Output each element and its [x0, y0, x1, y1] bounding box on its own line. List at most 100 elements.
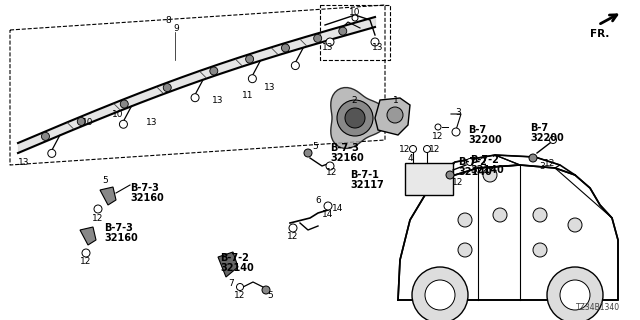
- Circle shape: [533, 243, 547, 257]
- Text: FR.: FR.: [590, 29, 609, 39]
- Circle shape: [412, 267, 468, 320]
- Text: 13: 13: [264, 83, 276, 92]
- Circle shape: [191, 94, 199, 102]
- Text: 6: 6: [315, 196, 321, 204]
- Circle shape: [339, 27, 347, 35]
- Circle shape: [314, 34, 322, 42]
- Text: 3: 3: [539, 162, 545, 171]
- Circle shape: [446, 171, 454, 179]
- Text: 7: 7: [228, 279, 234, 289]
- Text: 8: 8: [165, 15, 171, 25]
- Circle shape: [324, 202, 332, 210]
- Polygon shape: [398, 165, 618, 300]
- Polygon shape: [100, 187, 116, 205]
- Circle shape: [550, 137, 557, 143]
- Circle shape: [410, 146, 417, 153]
- Circle shape: [568, 218, 582, 232]
- Circle shape: [560, 280, 590, 310]
- Text: 32160: 32160: [330, 153, 364, 163]
- Text: 10: 10: [349, 7, 361, 17]
- Text: 32160: 32160: [104, 233, 138, 243]
- Text: 13: 13: [323, 43, 333, 52]
- Circle shape: [248, 75, 257, 83]
- Text: 11: 11: [243, 91, 253, 100]
- Text: TZ34B1340: TZ34B1340: [576, 303, 620, 312]
- Circle shape: [291, 61, 300, 69]
- Text: 12: 12: [544, 158, 556, 167]
- Text: 10: 10: [83, 117, 93, 126]
- Circle shape: [345, 108, 365, 128]
- Circle shape: [493, 208, 507, 222]
- Circle shape: [237, 284, 243, 291]
- Circle shape: [387, 107, 403, 123]
- Circle shape: [371, 38, 379, 46]
- Circle shape: [48, 149, 56, 157]
- Circle shape: [352, 15, 358, 21]
- Text: B-7-2: B-7-2: [458, 157, 487, 167]
- Circle shape: [42, 132, 49, 140]
- Circle shape: [326, 38, 334, 46]
- Circle shape: [210, 67, 218, 75]
- Text: B-7-2: B-7-2: [470, 155, 499, 165]
- Circle shape: [458, 213, 472, 227]
- Text: 12: 12: [326, 167, 338, 177]
- Circle shape: [452, 128, 460, 136]
- Circle shape: [467, 158, 474, 165]
- Circle shape: [529, 154, 537, 162]
- Text: B-7-3: B-7-3: [104, 223, 133, 233]
- Circle shape: [326, 162, 334, 170]
- Text: 32200: 32200: [530, 133, 564, 143]
- Text: 5: 5: [267, 292, 273, 300]
- Text: 12: 12: [234, 291, 246, 300]
- Text: 1: 1: [393, 95, 399, 105]
- Bar: [405, 163, 453, 195]
- Text: 12: 12: [92, 213, 104, 222]
- Text: 13: 13: [372, 43, 384, 52]
- Circle shape: [282, 44, 289, 52]
- Text: 9: 9: [173, 23, 179, 33]
- Text: B-7: B-7: [468, 125, 486, 135]
- Text: 14: 14: [332, 204, 344, 212]
- Text: 13: 13: [19, 157, 29, 166]
- Text: 2: 2: [351, 95, 357, 105]
- Circle shape: [246, 55, 253, 63]
- Text: 13: 13: [212, 95, 224, 105]
- Text: 12: 12: [399, 145, 411, 154]
- Circle shape: [82, 249, 90, 257]
- Text: 4: 4: [407, 154, 413, 163]
- Text: 10: 10: [112, 109, 124, 118]
- Text: 13: 13: [147, 117, 157, 126]
- Circle shape: [304, 149, 312, 157]
- Circle shape: [120, 100, 128, 108]
- Text: 32200: 32200: [468, 135, 502, 145]
- Text: B-7-3: B-7-3: [130, 183, 159, 193]
- Text: 32140: 32140: [470, 165, 504, 175]
- Text: 12: 12: [287, 231, 299, 241]
- Polygon shape: [218, 252, 238, 277]
- Text: 12: 12: [432, 132, 444, 140]
- Circle shape: [483, 168, 497, 182]
- Polygon shape: [80, 227, 96, 245]
- Text: 12: 12: [80, 258, 92, 267]
- Text: 12: 12: [429, 145, 441, 154]
- Text: 14: 14: [323, 210, 333, 219]
- Circle shape: [458, 243, 472, 257]
- Circle shape: [547, 267, 603, 320]
- Text: B-7-3: B-7-3: [330, 143, 359, 153]
- Text: 32117: 32117: [350, 180, 384, 190]
- Text: 32140: 32140: [220, 263, 253, 273]
- Text: 3: 3: [455, 108, 461, 116]
- Circle shape: [262, 286, 270, 294]
- Polygon shape: [375, 98, 410, 135]
- Text: 5: 5: [312, 141, 318, 150]
- Circle shape: [425, 280, 455, 310]
- Text: B-7-1: B-7-1: [350, 170, 379, 180]
- Text: 32140: 32140: [458, 167, 492, 177]
- Text: B-7: B-7: [530, 123, 548, 133]
- Text: 12: 12: [452, 178, 464, 187]
- Circle shape: [120, 120, 127, 128]
- Polygon shape: [331, 88, 388, 148]
- Circle shape: [424, 146, 431, 153]
- Circle shape: [163, 84, 172, 92]
- Circle shape: [435, 124, 441, 130]
